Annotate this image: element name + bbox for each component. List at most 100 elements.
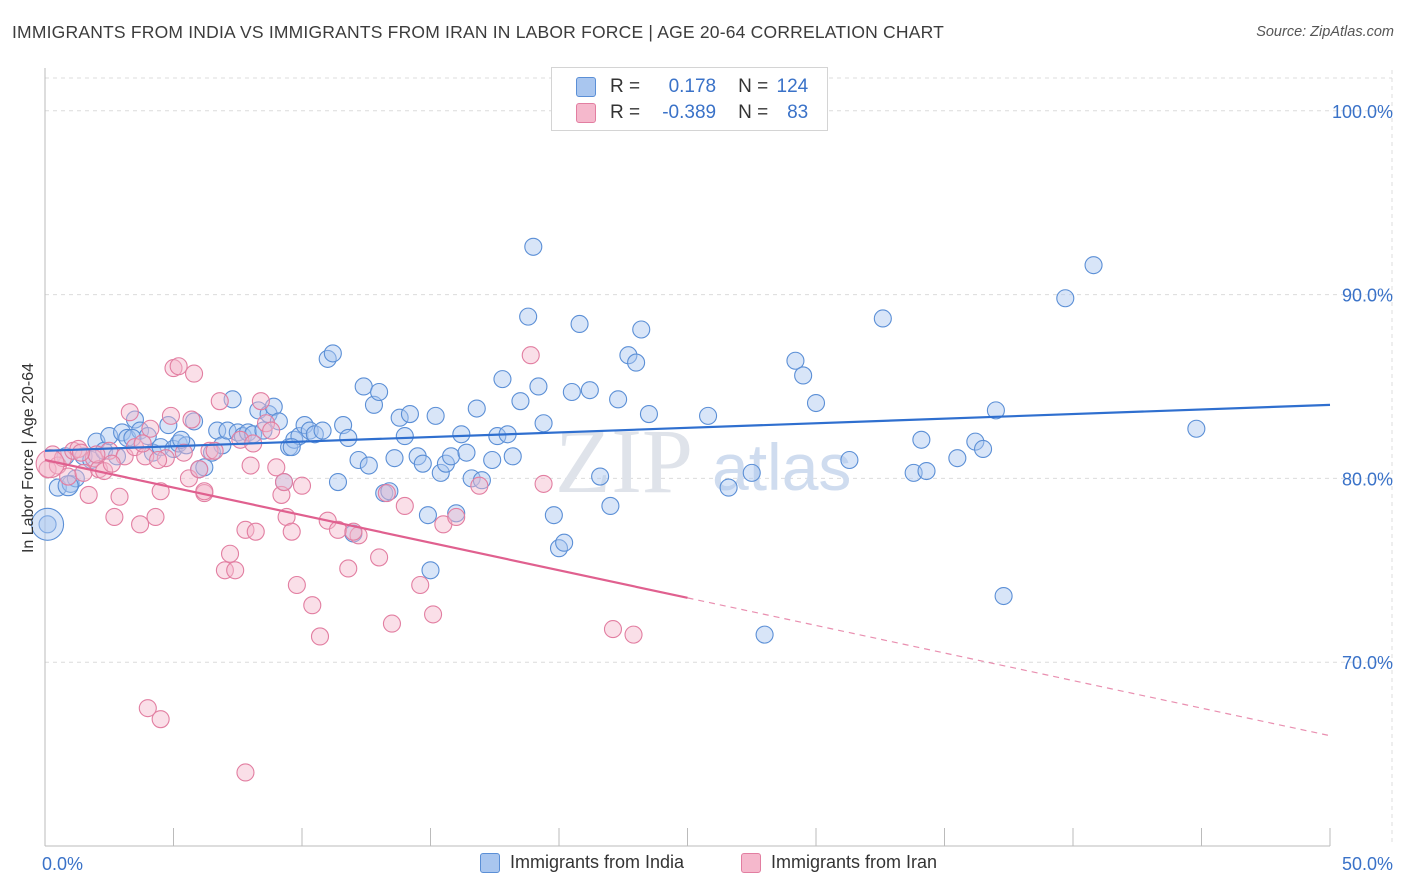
iran-point [220, 544, 240, 563]
india-point [986, 401, 1005, 420]
india-point [511, 392, 530, 411]
india-point [503, 447, 522, 466]
iran-n-value: 83 [787, 102, 809, 123]
iran-point [246, 522, 265, 541]
india-point [38, 515, 57, 534]
y-tick-label-70: 70.0% [1342, 653, 1393, 673]
iran-point [174, 443, 193, 462]
india-point [627, 353, 646, 372]
legend: Immigrants from India Immigrants from Ir… [0, 852, 1406, 878]
india-point [555, 533, 574, 552]
india-point-large [31, 507, 65, 541]
iran-point [521, 346, 540, 365]
iran-point [156, 449, 175, 468]
india-point [742, 463, 761, 482]
chart-source: Source: ZipAtlas.com [1256, 24, 1394, 40]
india-point [601, 496, 620, 516]
india-point [519, 307, 538, 326]
iran-point [534, 474, 553, 493]
legend-item-iran[interactable]: Immigrants from Iran [741, 852, 937, 873]
india-point [431, 463, 450, 482]
watermark-zip: ZIP [555, 410, 693, 512]
iran-point [87, 445, 106, 464]
iran-point [251, 392, 270, 411]
legend-swatch-india [480, 852, 500, 873]
india-point [544, 506, 563, 525]
india-trend-line [44, 403, 1331, 452]
iran-point [274, 473, 294, 492]
india-point [562, 382, 581, 402]
iran-point [395, 496, 414, 516]
y-tick-label-90: 90.0% [1342, 286, 1393, 306]
india-point [806, 393, 826, 413]
iran-point [411, 575, 430, 595]
iran-point [382, 614, 402, 633]
legend-label-iran: Immigrants from Iran [771, 852, 938, 872]
india-point [493, 370, 512, 389]
india-point [349, 450, 368, 470]
watermark-atlas: atlas [712, 430, 851, 504]
india-point [313, 421, 332, 440]
legend-item-india[interactable]: Immigrants from India [480, 852, 684, 873]
iran-point [226, 561, 245, 580]
x-tick-label-50: 50.0% [1342, 854, 1393, 874]
india-point-large [57, 475, 79, 497]
india-point [1187, 419, 1206, 438]
iran-point [470, 476, 489, 495]
iran-point [59, 467, 78, 486]
india-point [755, 625, 774, 644]
iran-point [138, 699, 157, 718]
india-point [917, 461, 936, 481]
india-point [413, 454, 432, 473]
india-point [359, 456, 378, 475]
india-n-label: N = [738, 76, 769, 97]
iran-r-label: R = [610, 102, 641, 123]
correlation-stats-box: R = 0.178 N = 124 R = -0.389 N = 83 [551, 67, 828, 131]
iran-point [210, 392, 229, 411]
iran-point [149, 450, 168, 470]
india-point [339, 428, 358, 447]
india-n-value: 124 [776, 76, 809, 97]
india-point [385, 449, 404, 468]
india-point [719, 478, 738, 497]
india-point [318, 349, 337, 368]
india-point [370, 382, 389, 402]
india-point [609, 390, 628, 409]
iran-point [241, 456, 260, 475]
india-r-label: R = [610, 76, 641, 97]
y-tick-label-100: 100.0% [1332, 102, 1393, 122]
india-point [395, 427, 414, 446]
iran-point [303, 596, 322, 615]
india-point [400, 404, 419, 424]
india-point [966, 432, 985, 451]
iran-swatch [576, 103, 596, 123]
iran-point [200, 441, 219, 460]
india-point [254, 421, 273, 440]
india-point [632, 320, 651, 339]
india-point [1056, 289, 1075, 308]
india-stats-row: R = 0.178 N = 124 [576, 74, 808, 100]
grid [45, 70, 1393, 846]
iran-point [267, 458, 286, 477]
iran-point [215, 561, 234, 580]
india-point [699, 406, 718, 425]
iran-point [110, 487, 129, 506]
india-point [1084, 256, 1103, 275]
india-point [591, 467, 610, 486]
india-point [483, 450, 502, 470]
legend-swatch-iran [741, 852, 761, 873]
points [31, 237, 1206, 782]
india-point [421, 561, 440, 580]
india-point [452, 425, 471, 444]
y-tick-label-80: 80.0% [1342, 469, 1393, 489]
india-point [619, 346, 638, 365]
iran-point [151, 482, 170, 501]
india-point [418, 506, 437, 525]
y-axis-title: In Labor Force | Age 20-64 [20, 362, 37, 554]
iran-point [179, 469, 198, 488]
india-point [873, 309, 892, 328]
iran-point [310, 627, 330, 646]
iran-point [190, 460, 209, 479]
india-point [185, 412, 204, 431]
india-point [426, 406, 445, 425]
